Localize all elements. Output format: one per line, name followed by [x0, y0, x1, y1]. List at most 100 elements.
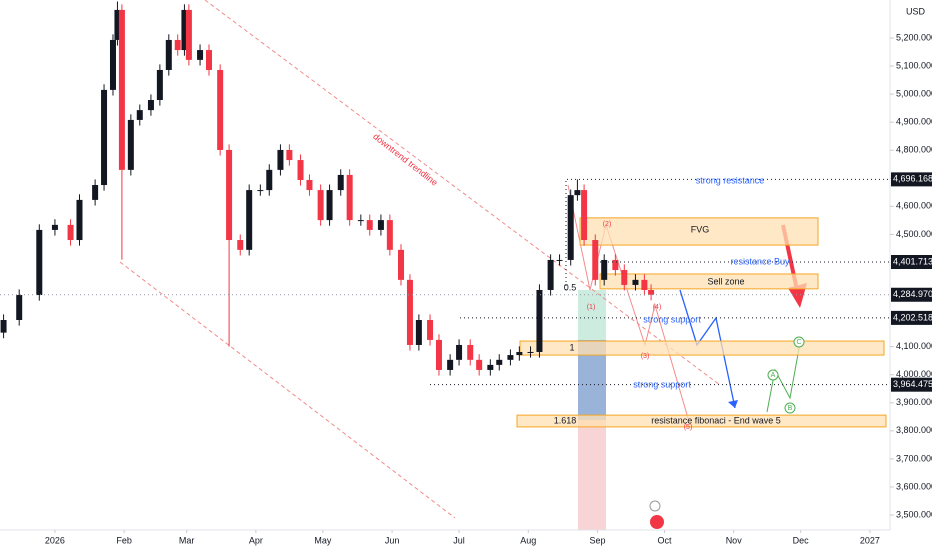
x-tick-label: Jul [453, 535, 465, 545]
candle-body [398, 249, 405, 280]
candle-body [185, 9, 192, 60]
candle-body [406, 279, 413, 345]
x-tick-label: Apr [249, 535, 263, 545]
y-tick-label: 4,600.000 [896, 201, 932, 211]
candle-body [427, 319, 434, 340]
candle-body [246, 190, 253, 250]
candle-body [648, 289, 655, 295]
candle-body [377, 220, 384, 230]
candle-body [165, 39, 172, 70]
price-label-bg [891, 377, 932, 392]
candle-body [556, 259, 563, 261]
y-tick-label: 3,800.000 [896, 425, 932, 435]
candle-body [476, 359, 483, 370]
candle-body [297, 160, 304, 180]
candle-body [612, 259, 619, 271]
wave-label: (2) [603, 221, 612, 228]
y-tick-label: 5,000.000 [896, 88, 932, 98]
candle-body [366, 220, 373, 230]
candle-body [527, 351, 534, 353]
price-label: 4,284.970 [893, 289, 932, 299]
candle-body [0, 319, 7, 333]
price-label: 4,696.168 [893, 174, 932, 184]
level-label: strong support [643, 314, 701, 324]
candle-body [127, 119, 134, 170]
trendline [119, 261, 456, 519]
candle-body [51, 224, 58, 230]
currency: USD [906, 6, 926, 16]
candle-body [156, 69, 163, 101]
candle-body [641, 279, 648, 290]
zone [579, 217, 819, 246]
candle-body [147, 100, 154, 111]
candle-body [574, 190, 581, 196]
y-tick-label: 4,000.000 [896, 369, 932, 379]
candle-body [92, 185, 99, 200]
abc-circle [784, 402, 796, 414]
candle-body [16, 295, 23, 320]
fib-band [578, 420, 606, 530]
y-tick-label: 4,800.000 [896, 145, 932, 155]
zone-label: resistance fibonaci - End wave 5 [651, 415, 781, 425]
fib-label: 1.618 [554, 415, 577, 425]
candle-body [118, 9, 125, 170]
wave-label: (3) [641, 353, 650, 360]
candle-body [487, 364, 494, 370]
candle-body [621, 270, 628, 285]
price-label-bg [891, 310, 932, 325]
candle-body [217, 69, 224, 150]
candle-body [197, 50, 204, 60]
candle-body [415, 319, 422, 345]
candle-body [181, 9, 188, 51]
candle-body [114, 9, 121, 40]
candle-body [286, 149, 293, 161]
candle-body [326, 190, 333, 221]
level-label: resistance Buy [730, 256, 790, 266]
candle-body [536, 289, 543, 352]
candle-body [567, 195, 574, 260]
trendline [204, 0, 721, 386]
price-label: 4,202.518 [893, 312, 932, 322]
x-tick-label: Sep [589, 535, 605, 545]
y-tick-label: 3,900.000 [896, 397, 932, 407]
candle-body [76, 199, 83, 241]
candle-body [581, 190, 588, 241]
candle-body [174, 39, 181, 51]
zone [519, 340, 885, 356]
price-label-bg [891, 172, 932, 187]
price-label: 4,401.713 [893, 256, 932, 266]
y-tick-label: 4,500.000 [896, 229, 932, 239]
arrow-head [728, 400, 738, 408]
wave-label: (4) [653, 304, 662, 311]
icon [650, 515, 664, 529]
candle-body [456, 344, 463, 360]
x-tick-label: Aug [520, 535, 536, 545]
candle-body [386, 220, 393, 250]
icon [649, 500, 661, 512]
candle-body [101, 89, 108, 186]
fib-label: 0.5 [564, 282, 577, 292]
y-tick-label: 4,900.000 [896, 117, 932, 127]
fib-label: 1 [569, 342, 574, 352]
abc-label: B [788, 405, 793, 412]
zone-label: FVG [691, 224, 710, 234]
x-tick-label: Feb [116, 535, 132, 545]
y-tick-label: 5,200.000 [896, 32, 932, 42]
candle-body [516, 351, 523, 356]
candle-body [547, 259, 554, 290]
x-tick-label: Mar [179, 535, 195, 545]
candle-body [317, 190, 324, 221]
candle-body [496, 359, 503, 365]
x-tick-label: Oct [657, 535, 672, 545]
abc-label: A [771, 372, 776, 379]
candle-body [435, 339, 442, 370]
x-tick-label: Jun [385, 535, 400, 545]
candle-body [601, 259, 608, 280]
x-tick-label: 2026 [45, 535, 65, 545]
fib-band [578, 290, 606, 340]
candle-body [632, 279, 639, 285]
zone [516, 414, 887, 428]
candle-body [277, 149, 284, 170]
zone-label: Sell zone [707, 276, 744, 286]
